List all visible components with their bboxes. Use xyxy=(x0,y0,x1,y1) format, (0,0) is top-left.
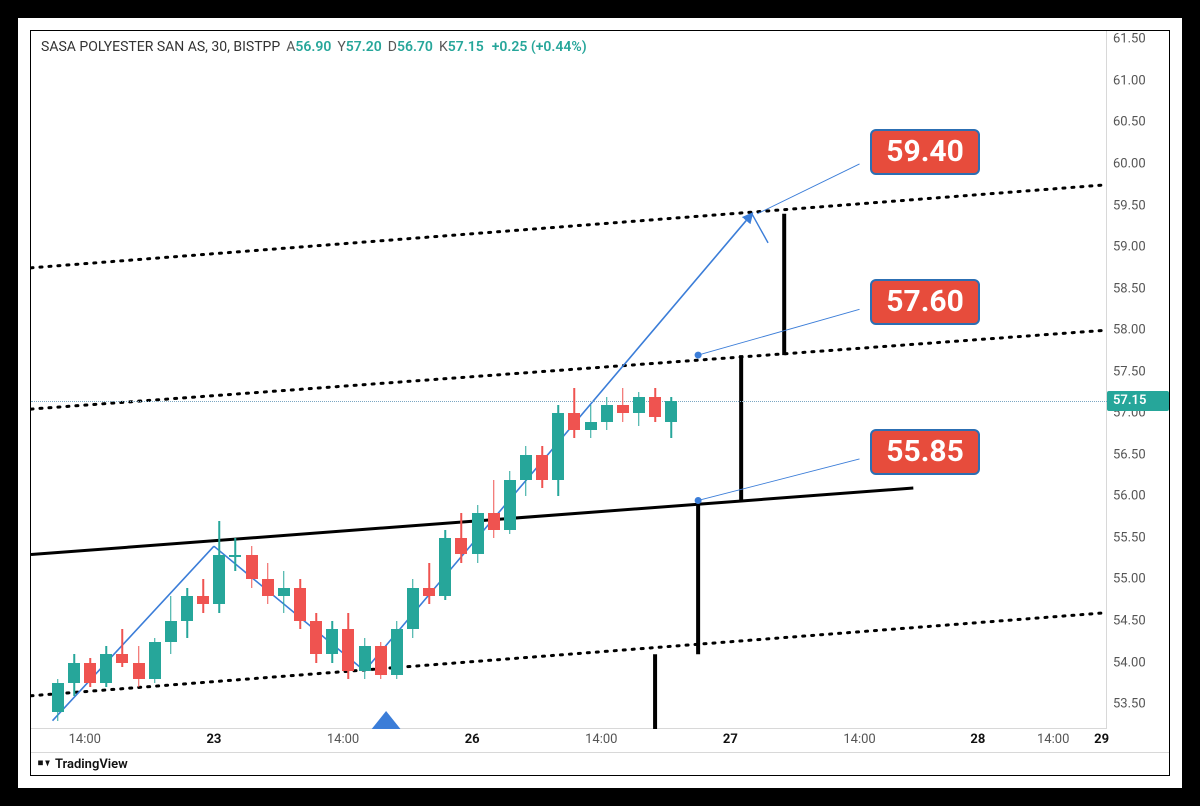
tradingview-icon xyxy=(37,757,51,771)
target-price-badge: 55.85 xyxy=(870,429,980,475)
time-tick: 14:00 xyxy=(843,732,875,747)
chart-area[interactable]: SASA POLYESTER SAN AS, 30, BISTPPA56.90Y… xyxy=(31,31,1107,729)
price-tick: 58.00 xyxy=(1113,323,1146,338)
time-tick: 28 xyxy=(970,732,985,747)
price-tick: 61.50 xyxy=(1113,32,1146,47)
price-current-flag: 57.15 xyxy=(1107,391,1169,411)
inner-frame: SASA POLYESTER SAN AS, 30, BISTPPA56.90Y… xyxy=(30,30,1170,776)
price-tick: 53.50 xyxy=(1113,697,1146,712)
price-tick: 57.50 xyxy=(1113,364,1146,379)
brand-bar: TradingView xyxy=(31,752,1169,775)
price-tick: 60.00 xyxy=(1113,156,1146,171)
price-tick: 59.00 xyxy=(1113,240,1146,255)
brand-label: TradingView xyxy=(55,757,128,772)
price-tick: 59.50 xyxy=(1113,198,1146,213)
time-tick: 27 xyxy=(723,732,738,747)
time-tick: 29 xyxy=(1094,732,1109,747)
time-tick: 14:00 xyxy=(1037,732,1069,747)
time-tick: 23 xyxy=(206,732,221,747)
time-axis[interactable]: 14:00 23 14:00 26 14:00 27 14:00 28 14:00 29 xyxy=(31,728,1107,753)
target-price-badge: 59.40 xyxy=(870,129,980,175)
target-price-badge: 57.60 xyxy=(870,279,980,325)
time-tick: 14:00 xyxy=(327,732,359,747)
time-tick: 14:00 xyxy=(69,732,101,747)
symbol-header: SASA POLYESTER SAN AS, 30, BISTPPA56.90Y… xyxy=(41,39,587,55)
price-tick: 55.00 xyxy=(1113,572,1146,587)
price-tick: 56.50 xyxy=(1113,447,1146,462)
price-tick: 54.00 xyxy=(1113,655,1146,670)
price-tick: 55.50 xyxy=(1113,530,1146,545)
price-tick: 54.50 xyxy=(1113,613,1146,628)
price-tick: 61.00 xyxy=(1113,73,1146,88)
price-axis[interactable]: 61.50 61.00 60.50 60.00 59.50 59.00 58.50 58.00… xyxy=(1106,31,1169,729)
price-tick: 60.50 xyxy=(1113,115,1146,130)
time-tick: 26 xyxy=(465,732,480,747)
outer-frame: SASA POLYESTER SAN AS, 30, BISTPPA56.90Y… xyxy=(0,0,1200,806)
price-tick: 58.50 xyxy=(1113,281,1146,296)
time-tick: 14:00 xyxy=(585,732,617,747)
price-tick: 56.00 xyxy=(1113,489,1146,504)
